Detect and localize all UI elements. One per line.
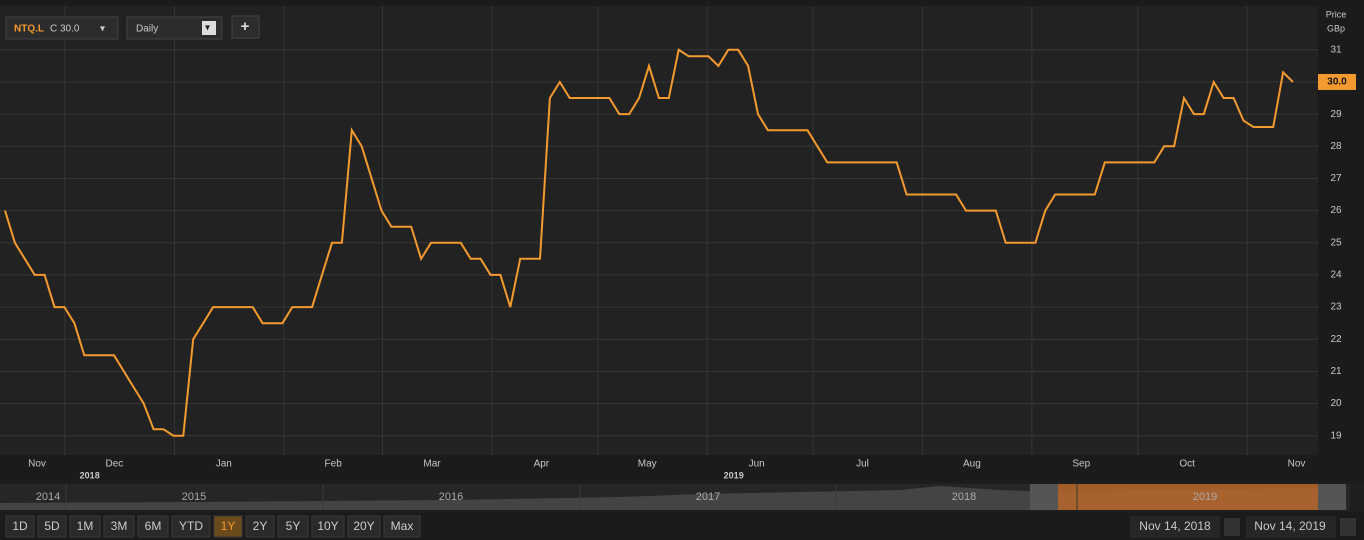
- add-icon: +: [241, 18, 250, 35]
- price-line: [4, 48, 1294, 437]
- navigator-year: 2019: [1193, 491, 1217, 503]
- add-button[interactable]: [231, 15, 260, 39]
- x-tick-label: Aug: [963, 459, 981, 470]
- dropdown-button: [202, 21, 216, 35]
- range-buttons: 1D 5D 1M 3M 6M YTD 1Y 2Y 5Y 10Y 20Y Max: [5, 515, 421, 538]
- navigator-handle[interactable]: [1030, 484, 1058, 510]
- y-tick-label: 22: [1330, 334, 1342, 345]
- y-tick-label: 29: [1330, 109, 1342, 120]
- y-tick-label: 21: [1330, 366, 1342, 377]
- dropdown-arrow: ▾: [100, 24, 105, 35]
- axis-title: Price: [1326, 9, 1347, 19]
- range-button[interactable]: [137, 515, 169, 538]
- navigator-handle[interactable]: [1318, 484, 1346, 510]
- y-tick-label: 27: [1330, 173, 1342, 184]
- y-tick-label: 25: [1330, 237, 1342, 248]
- navigator-year: 2015: [182, 491, 206, 503]
- y-tick-label: 31: [1330, 44, 1342, 55]
- y-tick-label: 23: [1330, 302, 1342, 313]
- range-label: 3M: [111, 519, 128, 533]
- x-tick-label: Jul: [856, 459, 869, 470]
- range-button[interactable]: [5, 515, 35, 538]
- dropdown-arrow: ▾: [205, 23, 210, 34]
- range-label: Max: [391, 519, 414, 533]
- navigator-year: 2014: [36, 491, 60, 503]
- close-label: C 30.0: [50, 24, 80, 35]
- navigator-year: 2017: [696, 491, 720, 503]
- range-button[interactable]: [277, 515, 309, 538]
- x-tick-label: Dec: [105, 459, 123, 470]
- y-tick-label: 26: [1330, 205, 1342, 216]
- range-button[interactable]: [69, 515, 101, 538]
- range-button[interactable]: [37, 515, 67, 538]
- date-box[interactable]: [1130, 516, 1220, 538]
- y-tick-label: 24: [1330, 270, 1342, 281]
- range-label: 5D: [44, 519, 60, 533]
- x-tick-label: Oct: [1179, 459, 1195, 470]
- x-tick-label: Jan: [216, 459, 232, 470]
- x-tick-label: Apr: [534, 459, 550, 470]
- range-label: 6M: [145, 519, 162, 533]
- x-tick-label: Feb: [325, 459, 343, 470]
- last-price-label: 30.0: [1327, 77, 1347, 88]
- navigator-labels: 2014 2015 2016 2017 2018 2019: [36, 484, 1217, 510]
- last-price-tag: [1318, 73, 1356, 90]
- x-tick-label: Mar: [423, 459, 441, 470]
- y-tick-label: 28: [1330, 141, 1342, 152]
- range-label: 1M: [77, 519, 94, 533]
- interval-box[interactable]: [126, 16, 223, 40]
- range-label: 5Y: [286, 519, 301, 533]
- y-tick-label: 20: [1330, 398, 1342, 409]
- year-label: 2018: [80, 470, 100, 480]
- axis-unit: GBp: [1327, 23, 1345, 33]
- range-button[interactable]: [245, 515, 275, 538]
- navigator-area: [0, 486, 1318, 510]
- range-label: 1D: [12, 519, 28, 533]
- x-tick-label: Nov: [28, 459, 46, 470]
- marks: 30.0: [4, 48, 1356, 437]
- navigator-year: 2018: [952, 491, 976, 503]
- range-button[interactable]: [213, 515, 243, 538]
- navigator-year: 2016: [439, 491, 463, 503]
- range-label: 1Y: [221, 519, 236, 533]
- range-button[interactable]: [171, 515, 211, 538]
- x-tick-label: Sep: [1072, 459, 1090, 470]
- calendar-icon[interactable]: [1340, 518, 1356, 536]
- range-label: 2Y: [253, 519, 268, 533]
- x-tick-label: Jun: [749, 459, 765, 470]
- symbol: NTQ.L: [14, 24, 44, 35]
- range-label: 10Y: [317, 519, 338, 533]
- start-date: Nov 14, 2018: [1139, 519, 1211, 533]
- year-label: 2019: [724, 470, 744, 480]
- navigator-selection[interactable]: [1045, 484, 1318, 510]
- date-box[interactable]: [1246, 516, 1336, 538]
- grid: 19202122232425262728293031NovDecJanFebMa…: [0, 6, 1342, 480]
- range-label: YTD: [179, 519, 203, 533]
- range-button[interactable]: [383, 515, 421, 538]
- range-button[interactable]: [103, 515, 135, 538]
- range-label: 20Y: [353, 519, 374, 533]
- calendar-icon[interactable]: [1224, 518, 1240, 536]
- y-tick-label: 19: [1330, 430, 1342, 441]
- plot-area: [0, 6, 1318, 455]
- range-button[interactable]: [347, 515, 381, 538]
- x-tick-label: May: [638, 459, 657, 470]
- x-tick-label: Nov: [1288, 459, 1306, 470]
- interval: Daily: [136, 24, 158, 35]
- range-button[interactable]: [311, 515, 345, 538]
- end-date: Nov 14, 2019: [1254, 519, 1326, 533]
- symbol-box[interactable]: [5, 16, 119, 40]
